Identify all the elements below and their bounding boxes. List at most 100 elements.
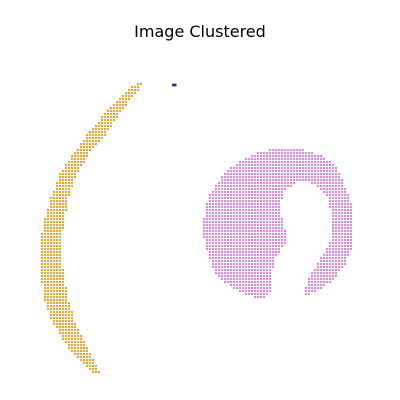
cluster-0-point [40,235,44,239]
cluster-1-point [313,274,317,278]
cluster-0-point [49,277,53,281]
cluster-1-point [295,154,299,158]
cluster-1-point [280,148,284,152]
cluster-0-point [67,325,71,329]
cluster-1-point [274,232,278,236]
cluster-1-point [238,250,242,254]
cluster-1-point [340,229,344,233]
cluster-0-point [58,199,62,203]
cluster-0-point [70,172,74,176]
cluster-1-point [244,214,248,218]
cluster-0-point [73,343,77,347]
cluster-1-point [250,247,254,251]
cluster-0-point [64,178,68,182]
cluster-0-point [40,277,44,281]
cluster-0-point [64,325,68,329]
cluster-0-point [88,352,92,356]
cluster-1-point [256,226,260,230]
cluster-1-point [274,247,278,251]
cluster-1-point [277,235,281,239]
cluster-1-point [331,181,335,185]
cluster-1-point [262,274,266,278]
cluster-1-point [274,199,278,203]
cluster-0-point [49,202,53,206]
cluster-0-point [85,364,89,368]
cluster-1-point [247,283,251,287]
cluster-1-point [229,193,233,197]
cluster-1-point [241,247,245,251]
cluster-1-point [343,193,347,197]
cluster-1-point [259,238,263,242]
cluster-1-point [265,241,269,245]
cluster-1-point [259,208,263,212]
cluster-0-point [85,349,89,353]
cluster-0-point [55,265,59,269]
cluster-0-point [106,112,110,116]
cluster-1-point [247,292,251,296]
cluster-0-point [58,319,62,323]
cluster-0-point [106,115,110,119]
cluster-0-point [61,334,65,338]
cluster-1-point [328,265,332,269]
cluster-0-point [49,262,53,266]
cluster-1-point [220,205,224,209]
cluster-1-point [310,166,314,170]
cluster-0-point [97,133,101,137]
cluster-0-point [64,286,68,290]
cluster-1-point [241,232,245,236]
cluster-1-point [289,160,293,164]
cluster-1-point [310,277,314,281]
cluster-1-point [250,187,254,191]
cluster-1-point [220,238,224,242]
cluster-0-point [58,205,62,209]
cluster-1-point [313,289,317,293]
cluster-0-point [100,124,104,128]
cluster-1-point [232,223,236,227]
cluster-1-point [265,235,269,239]
cluster-1-point [262,232,266,236]
cluster-1-point [319,283,323,287]
cluster-1-point [226,211,230,215]
cluster-1-point [343,199,347,203]
cluster-1-point [262,262,266,266]
cluster-1-point [250,235,254,239]
cluster-1-point [229,199,233,203]
cluster-1-point [280,244,284,248]
cluster-0-point [58,196,62,200]
cluster-1-point [340,205,344,209]
cluster-1-point [328,280,332,284]
cluster-0-point [46,283,50,287]
cluster-1-point [208,253,212,257]
cluster-0-point [49,295,53,299]
cluster-1-point [334,259,338,263]
cluster-1-point [223,211,227,215]
cluster-1-point [346,193,350,197]
cluster-1-point [280,238,284,242]
cluster-0-point [100,130,104,134]
cluster-0-point [67,187,71,191]
cluster-1-point [322,175,326,179]
cluster-0-point [70,160,74,164]
cluster-0-point [43,292,47,296]
cluster-0-point [67,346,71,350]
cluster-1-point [295,151,299,155]
cluster-1-point [235,166,239,170]
cluster-0-point [52,226,56,230]
cluster-1-point [313,172,317,176]
cluster-1-point [223,214,227,218]
cluster-1-point [250,166,254,170]
cluster-1-point [229,211,233,215]
cluster-1-point [310,163,314,167]
cluster-0-point [91,136,95,140]
cluster-1-point [244,223,248,227]
cluster-1-point [271,232,275,236]
cluster-1-point [343,217,347,221]
cluster-1-point [262,151,266,155]
cluster-1-point [298,154,302,158]
cluster-0-point [58,313,62,317]
cluster-0-point [49,205,53,209]
cluster-1-point [289,178,293,182]
cluster-1-point [241,235,245,239]
cluster-1-point [226,244,230,248]
